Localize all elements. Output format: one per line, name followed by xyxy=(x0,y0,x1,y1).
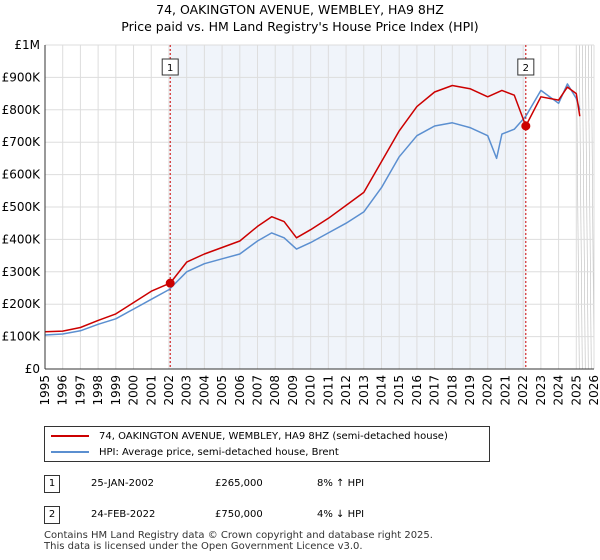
x-tick-label: 2014 xyxy=(374,375,388,406)
x-tick-label: 2021 xyxy=(498,375,512,406)
x-tick-label: 2003 xyxy=(180,375,194,406)
sale-point xyxy=(165,278,175,288)
legend: 74, OAKINGTON AVENUE, WEMBLEY, HA9 8HZ (… xyxy=(44,426,490,462)
x-tick-label: 2008 xyxy=(268,375,282,406)
sale-date: 25-JAN-2002 xyxy=(91,478,155,489)
sale-date: 24-FEB-2022 xyxy=(91,509,156,520)
x-tick-label: 1995 xyxy=(38,375,52,406)
x-tick-label: 2007 xyxy=(251,375,265,406)
sale-row: 1 25-JAN-2002 £265,000 8% ↑ HPI xyxy=(44,475,564,495)
x-tick-label: 2016 xyxy=(410,375,424,406)
x-tick-label: 1996 xyxy=(56,375,70,406)
x-tick-label: 2009 xyxy=(286,375,300,406)
sale-label-number: 1 xyxy=(167,63,173,74)
sale-price: £265,000 xyxy=(215,478,263,489)
footer: Contains HM Land Registry data © Crown c… xyxy=(44,530,433,552)
x-tick-label: 2015 xyxy=(392,375,406,406)
y-tick-label: £500K xyxy=(2,200,42,214)
x-tick-label: 2012 xyxy=(339,375,353,406)
footer-licence: This data is licensed under the Open Gov… xyxy=(44,541,363,552)
x-tick-label: 2000 xyxy=(127,375,141,406)
y-tick-label: £200K xyxy=(2,297,42,311)
y-tick-label: £800K xyxy=(2,103,42,117)
x-tick-label: 1999 xyxy=(109,375,123,406)
chart-subtitle: Price paid vs. HM Land Registry's House … xyxy=(121,19,478,34)
y-tick-label: £1M xyxy=(14,38,40,52)
x-tick-label: 2004 xyxy=(197,375,211,406)
x-tick-label: 1998 xyxy=(91,375,105,406)
x-tick-label: 1997 xyxy=(73,375,87,406)
sale-number-badge: 1 xyxy=(44,475,60,493)
x-tick-label: 2001 xyxy=(144,375,158,406)
y-tick-label: £100K xyxy=(2,330,42,344)
x-tick-label: 2023 xyxy=(534,375,548,406)
y-tick-label: £400K xyxy=(2,232,42,246)
x-tick-label: 2013 xyxy=(357,375,371,406)
legend-label-property: 74, OAKINGTON AVENUE, WEMBLEY, HA9 8HZ (… xyxy=(99,431,448,442)
x-tick-label: 2020 xyxy=(481,375,495,406)
x-tick-label: 2026 xyxy=(587,375,600,406)
hpi-line xyxy=(44,83,581,336)
sale-hpi-diff: 4% ↓ HPI xyxy=(317,509,365,520)
legend-label-hpi: HPI: Average price, semi-detached house,… xyxy=(99,447,339,458)
sale-row: 2 24-FEB-2022 £750,000 4% ↓ HPI xyxy=(44,506,564,526)
price-chart: 74, OAKINGTON AVENUE, WEMBLEY, HA9 8HZ P… xyxy=(2,2,600,406)
x-tick-label: 2025 xyxy=(569,375,583,406)
property-price-line xyxy=(44,84,581,333)
x-tick-label: 2018 xyxy=(445,375,459,406)
x-tick-label: 2002 xyxy=(162,375,176,406)
sale-hpi-diff: 8% ↑ HPI xyxy=(317,478,365,489)
x-tick-label: 2017 xyxy=(428,375,442,406)
y-tick-label: £700K xyxy=(2,135,42,149)
sale-label-number: 2 xyxy=(523,63,529,74)
sale-label-box xyxy=(161,58,179,76)
x-tick-label: 2005 xyxy=(215,375,229,406)
x-tick-label: 2006 xyxy=(233,375,247,406)
y-tick-label: £600K xyxy=(2,168,42,182)
y-tick-label: £300K xyxy=(2,265,42,279)
x-tick-label: 2019 xyxy=(463,375,477,406)
legend-item-hpi: HPI: Average price, semi-detached house,… xyxy=(51,445,339,461)
y-tick-label: £0 xyxy=(25,362,40,376)
y-tick-label: £900K xyxy=(2,70,42,84)
chart-title: 74, OAKINGTON AVENUE, WEMBLEY, HA9 8HZ xyxy=(156,2,444,17)
sale-point xyxy=(521,121,531,131)
footer-copyright: Contains HM Land Registry data © Crown c… xyxy=(44,530,433,541)
sale-number-badge: 2 xyxy=(44,506,60,524)
legend-item-property: 74, OAKINGTON AVENUE, WEMBLEY, HA9 8HZ (… xyxy=(51,429,448,445)
sale-price: £750,000 xyxy=(215,509,263,520)
x-tick-label: 2024 xyxy=(552,375,566,406)
x-tick-label: 2022 xyxy=(516,375,530,406)
legend-swatch-hpi xyxy=(51,451,89,453)
sale-label-box xyxy=(517,58,535,76)
x-tick-label: 2010 xyxy=(304,375,318,406)
x-tick-label: 2011 xyxy=(321,375,335,406)
legend-swatch-property xyxy=(51,435,89,437)
